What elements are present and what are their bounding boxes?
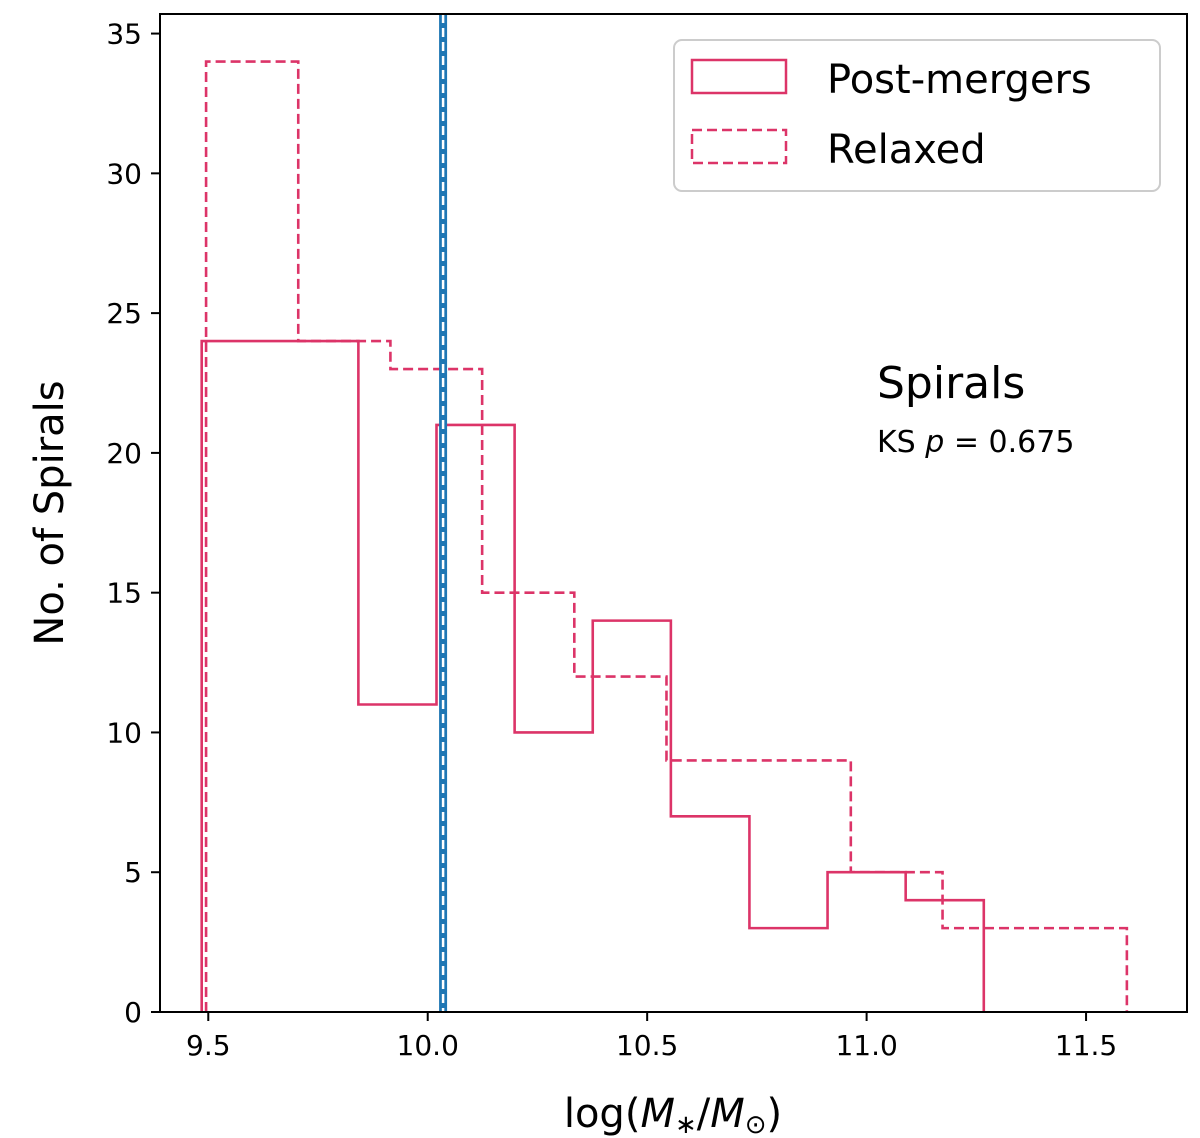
y-tick-label: 25 xyxy=(106,297,142,330)
legend-box xyxy=(673,39,1161,192)
x-axis-label: log(M∗/M⊙) xyxy=(564,1091,782,1138)
y-tick-label: 20 xyxy=(106,437,142,470)
y-axis-label: No. of Spirals xyxy=(27,380,73,645)
legend: Post-mergers Relaxed xyxy=(673,39,1161,192)
legend-swatch-post-mergers xyxy=(690,58,788,95)
x-tick-label: 10.5 xyxy=(616,1029,678,1062)
y-tick-label: 10 xyxy=(106,716,142,749)
legend-label-post-mergers: Post-mergers xyxy=(827,57,1092,103)
y-tick-label: 0 xyxy=(124,996,142,1029)
legend-swatch-relaxed xyxy=(690,128,788,165)
x-tick-label: 9.5 xyxy=(186,1029,231,1062)
histogram-series-post-mergers xyxy=(200,339,986,1012)
axes-frame xyxy=(159,13,1188,1013)
x-tick-label: 11.5 xyxy=(1055,1029,1117,1062)
x-axis-ticks: 9.5 10.0 10.5 11.0 11.5 xyxy=(186,1012,1117,1062)
y-tick-label: 15 xyxy=(106,577,142,610)
legend-label-relaxed: Relaxed xyxy=(827,127,986,173)
histogram-series-relaxed xyxy=(204,60,1129,1012)
x-tick-label: 11.0 xyxy=(835,1029,897,1062)
histogram-bars xyxy=(200,60,1129,1012)
y-tick-label: 30 xyxy=(106,157,142,190)
annotation-title: Spirals xyxy=(877,358,1025,409)
y-tick-label: 35 xyxy=(106,18,142,51)
x-tick-label: 10.0 xyxy=(397,1029,459,1062)
annotation-ks-pvalue: KS p = 0.675 xyxy=(877,425,1074,460)
y-tick-label: 5 xyxy=(124,856,142,889)
y-axis-ticks: 0 5 10 15 20 25 30 35 xyxy=(106,18,160,1029)
